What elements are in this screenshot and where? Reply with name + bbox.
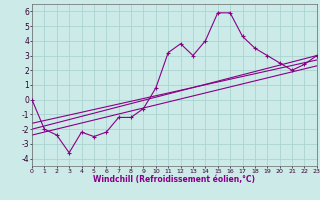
X-axis label: Windchill (Refroidissement éolien,°C): Windchill (Refroidissement éolien,°C) [93,175,255,184]
